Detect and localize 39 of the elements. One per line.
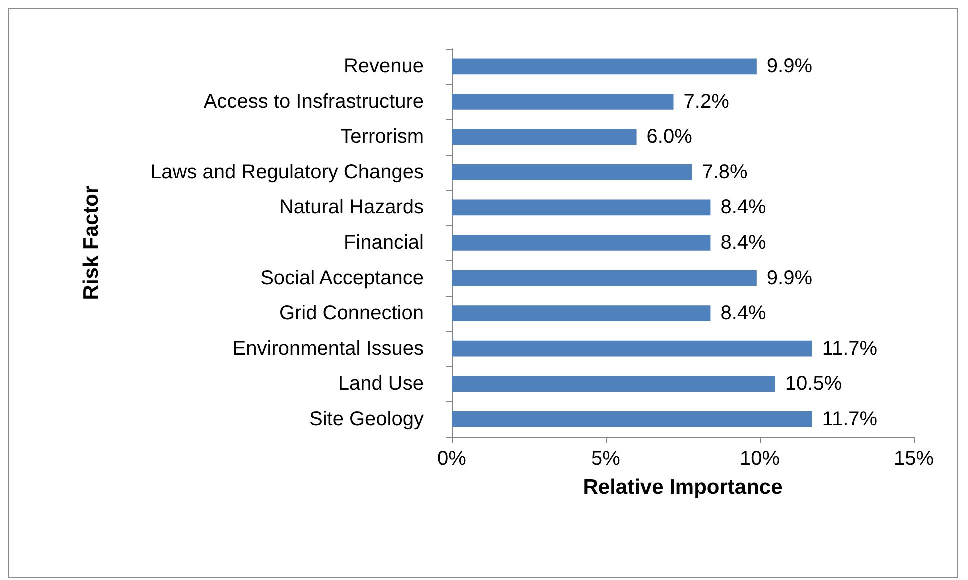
y-tick-label: Site Geology <box>309 408 424 430</box>
bar <box>452 376 776 392</box>
bar <box>452 270 757 286</box>
data-label: 9.9% <box>766 56 813 78</box>
data-label: 7.2% <box>684 90 730 113</box>
data-label: 11.7% <box>822 338 878 360</box>
data-label: 10.5% <box>785 373 842 396</box>
x-tick-label: 15% <box>894 448 934 470</box>
bar <box>452 411 812 428</box>
x-tick-label: 0% <box>438 448 467 470</box>
y-tick-label: Access to Insfrastructure <box>204 90 424 113</box>
data-label: 7.8% <box>702 161 748 184</box>
y-tick-label: Natural Hazards <box>279 196 424 219</box>
bar <box>452 164 692 180</box>
bar <box>452 340 812 357</box>
data-label: 8.4% <box>720 302 767 325</box>
y-axis-title: Risk Factor <box>80 186 103 300</box>
y-tick-label: Laws and Regulatory Changes <box>150 161 424 184</box>
bar <box>452 94 674 110</box>
x-tick-label: 10% <box>740 448 780 470</box>
y-tick-label: Land Use <box>338 373 424 396</box>
bar <box>452 235 711 251</box>
bar <box>452 200 711 216</box>
y-tick-label: Financial <box>344 232 424 254</box>
bar <box>452 129 637 146</box>
x-tick-label: 5% <box>592 448 621 470</box>
data-label: 8.4% <box>720 232 767 254</box>
y-tick-label: Grid Connection <box>279 302 424 325</box>
y-tick-label: Terrorism <box>340 126 424 148</box>
y-tick-label: Revenue <box>344 56 424 78</box>
bar <box>452 58 757 75</box>
bar <box>452 306 711 322</box>
data-label: 9.9% <box>766 267 813 290</box>
data-label: 8.4% <box>720 196 767 219</box>
y-tick-label: Environmental Issues <box>232 338 424 360</box>
x-axis-title: Relative Importance <box>583 476 783 499</box>
data-label: 6.0% <box>646 126 693 148</box>
data-label: 11.7% <box>822 408 878 430</box>
y-tick-label: Social Acceptance <box>260 267 424 290</box>
